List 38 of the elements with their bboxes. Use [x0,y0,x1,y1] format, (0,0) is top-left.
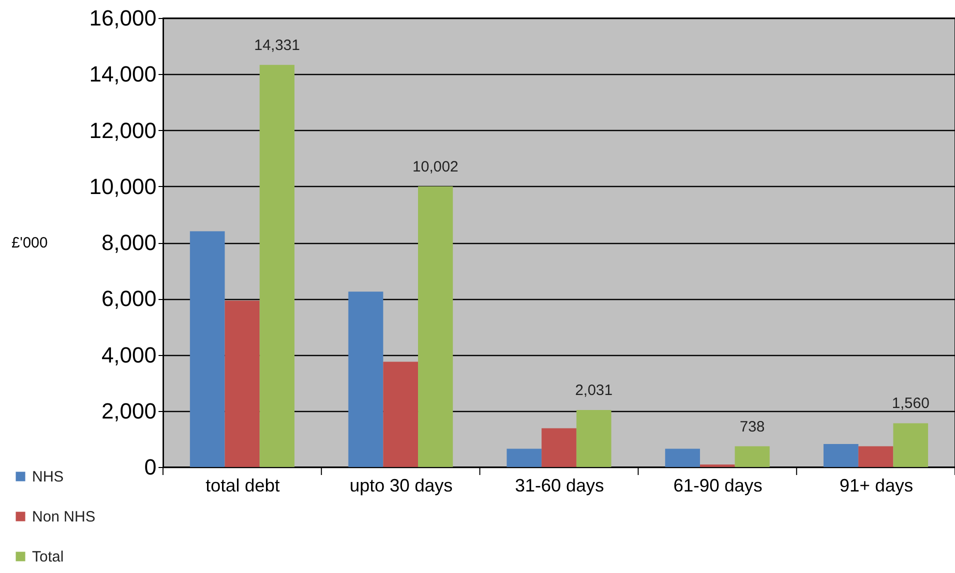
bar [734,446,770,467]
legend-label: NHS [32,468,64,486]
bar [542,428,576,467]
bar [383,362,418,467]
y-tick-label: 8,000 [101,230,156,255]
bar [576,410,612,467]
x-tick-label: 31-60 days [514,476,604,496]
legend-label: Total [32,548,64,566]
y-axis-title: £'000 [12,234,48,252]
y-tick-label: 10,000 [89,174,156,199]
x-tick-label: 91+ days [840,476,914,496]
bar [224,300,260,467]
y-tick-label: 16,000 [89,6,156,30]
bar [348,292,384,467]
bar [260,64,294,467]
y-tick-label: 2,000 [101,398,156,424]
bar [824,444,858,467]
bar [858,446,894,467]
data-label: 1,560 [892,395,930,412]
y-tick-label: 0 [144,454,156,480]
y-tick-label: 4,000 [101,342,156,368]
x-tick-label: 61-90 days [673,476,762,496]
legend-label: Non NHS [32,508,96,526]
bar [190,231,225,467]
bar [665,448,700,467]
data-label: 738 [740,418,765,436]
bar [700,464,735,467]
y-tick-label: 6,000 [101,286,156,312]
bar [418,186,453,467]
x-tick-label: upto 30 days [350,476,453,496]
x-tick-label: total debt [206,476,280,496]
y-tick-label: 12,000 [89,118,156,143]
y-tick-label: 14,000 [89,62,156,87]
bar [506,448,542,467]
bar [893,423,928,467]
data-label: 14,331 [254,36,300,54]
data-label: 2,031 [575,382,613,400]
data-label: 10,002 [412,158,458,176]
